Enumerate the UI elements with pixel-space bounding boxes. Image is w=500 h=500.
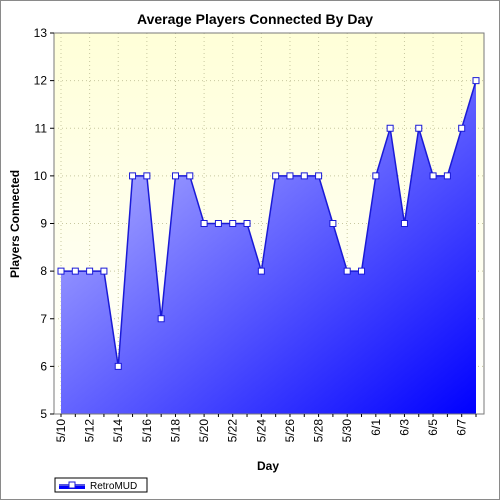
x-tick-label: 5/16: [140, 419, 154, 443]
x-tick-label: 5/26: [283, 419, 297, 443]
legend: RetroMUD: [54, 477, 148, 493]
x-tick-label: 5/30: [340, 419, 354, 443]
data-point-6-6: [443, 172, 451, 180]
x-tick-label: 5/10: [54, 419, 68, 443]
x-tick-label: 6/5: [426, 419, 440, 436]
x-tick-label: 5/24: [254, 419, 268, 443]
legend-marker: [68, 481, 76, 489]
data-point-5-17: [157, 315, 165, 323]
legend-series-name: RetroMUD: [90, 481, 137, 492]
x-tick-label: 5/28: [312, 419, 326, 443]
x-tick-label: 5/20: [197, 419, 211, 443]
data-point-5-21: [214, 220, 222, 227]
data-point-5-30: [343, 267, 351, 275]
x-tick-label: 6/3: [397, 419, 411, 436]
data-point-5-13: [100, 267, 108, 275]
y-tick-label: 11: [35, 121, 48, 135]
x-tick-label: 5/18: [168, 419, 182, 443]
data-point-5-10: [57, 267, 65, 275]
data-point-5-27: [300, 172, 308, 180]
x-axis-ticks: 5/10 5/12 5/14 5/16 5/18 5/20 5/22 5/24 5/26 5/28…: [54, 414, 477, 443]
data-point-5-16: [143, 172, 151, 180]
data-point-6-4: [415, 124, 423, 132]
data-point-5-18: [171, 172, 179, 180]
data-point-6-2: [386, 124, 394, 132]
data-points: [57, 77, 480, 370]
data-point-6-8: [472, 77, 480, 85]
data-point-6-7: [458, 124, 466, 132]
data-point-6-3: [400, 220, 408, 227]
x-axis-label: Day: [257, 459, 279, 473]
x-tick-label: 5/12: [83, 419, 97, 443]
x-tick-label: 5/14: [111, 419, 125, 443]
y-tick-label: 10: [34, 169, 48, 183]
data-point-5-25: [272, 172, 280, 180]
series-line: [61, 80, 477, 367]
data-point-5-11: [71, 267, 79, 275]
y-tick-label: 7: [40, 312, 47, 326]
data-point-5-19: [186, 172, 194, 180]
x-tick-label: 6/7: [455, 419, 469, 436]
series-area-fill: [61, 80, 476, 414]
y-tick-label: 6: [40, 359, 47, 373]
data-point-5-15: [129, 172, 137, 180]
y-tick-label: 13: [34, 26, 48, 40]
x-tick-label: 6/1: [369, 419, 383, 436]
chart-title: Average Players Connected By Day: [137, 11, 373, 27]
y-tick-label: 5: [40, 407, 47, 421]
x-tick-label: 5/22: [226, 419, 240, 443]
data-point-5-20: [200, 220, 208, 227]
data-point-5-12: [86, 267, 94, 275]
data-point-5-14: [114, 362, 122, 370]
data-point-5-22: [229, 220, 237, 227]
data-point-5-23: [243, 220, 251, 227]
y-tick-label: 12: [34, 74, 48, 88]
data-point-5-28: [315, 172, 323, 180]
data-point-5-24: [257, 267, 265, 275]
data-point-5-26: [286, 172, 294, 180]
data-point-6-1: [372, 172, 380, 180]
y-axis-ticks: 5 6 7 8 9 10 11 12 13: [34, 26, 54, 421]
data-point-5-31: [358, 267, 366, 275]
y-axis-label: Players Connected: [8, 170, 22, 278]
y-tick-label: 9: [40, 217, 47, 231]
y-tick-label: 8: [40, 264, 47, 278]
data-point-5-29: [329, 220, 337, 227]
data-point-6-5: [429, 172, 437, 180]
